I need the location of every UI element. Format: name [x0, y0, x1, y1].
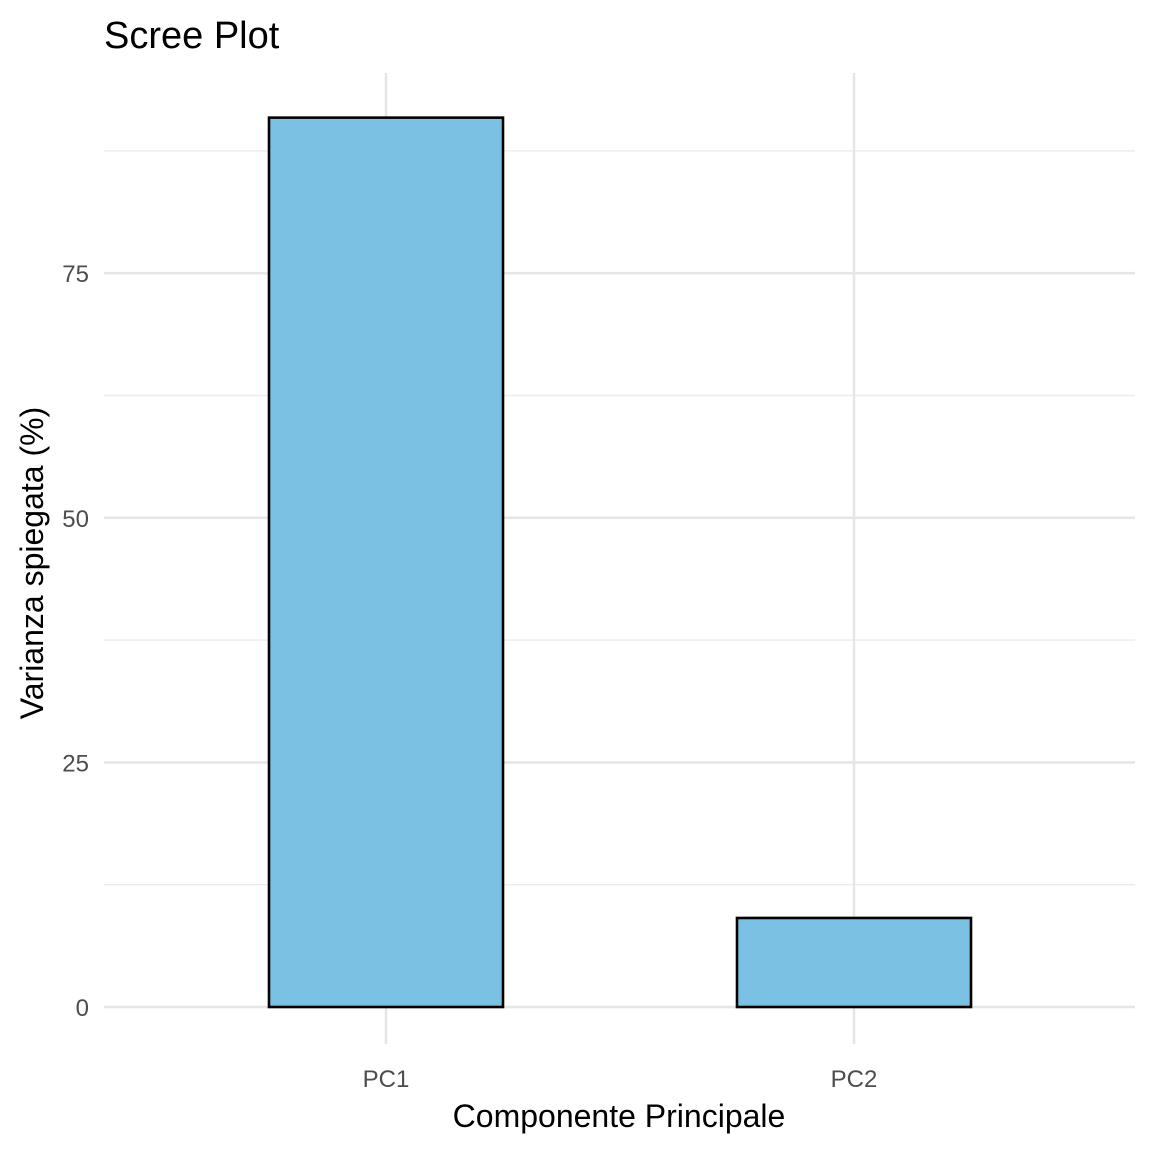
x-axis-title: Componente Principale	[453, 1098, 786, 1134]
grid-layer	[104, 73, 1135, 1044]
y-tick-label: 0	[76, 995, 89, 1022]
bar-pc2	[735, 916, 973, 1009]
x-tick-label: PC2	[831, 1066, 878, 1093]
y-tick-label: 50	[62, 506, 89, 533]
bar-layer	[267, 116, 973, 1009]
y-tick-label: 75	[62, 261, 89, 288]
x-tick-label: PC1	[363, 1066, 410, 1093]
chart-title: Scree Plot	[104, 15, 280, 57]
y-tick-label: 25	[62, 750, 89, 777]
y-axis-title: Varianza spiegata (%)	[14, 407, 50, 719]
bar-pc1	[267, 116, 505, 1009]
tick-layer: 0 25 50 75 PC1 PC2	[62, 261, 877, 1093]
